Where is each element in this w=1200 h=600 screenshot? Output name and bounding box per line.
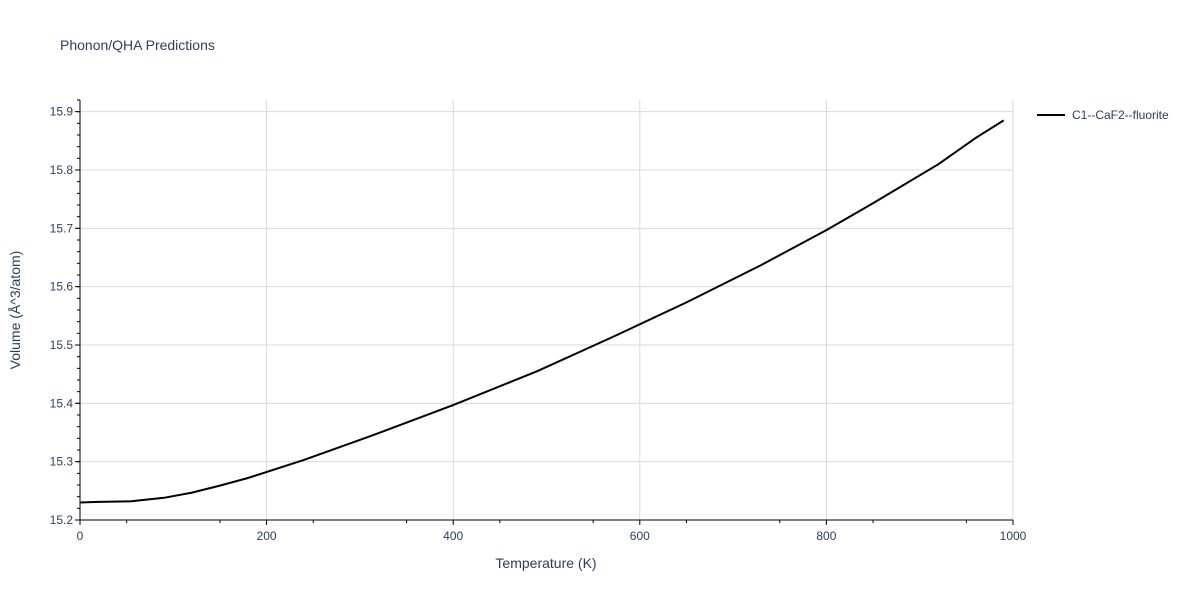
chart-title: Phonon/QHA Predictions [60, 37, 215, 53]
x-tick-label: 0 [77, 529, 84, 543]
y-tick-label: 15.7 [50, 221, 74, 235]
series-line [79, 119, 1005, 504]
y-tick-label: 15.5 [50, 338, 74, 352]
series-layer [79, 119, 1005, 504]
axes [79, 100, 1013, 521]
y-tick-label: 15.6 [50, 280, 74, 294]
y-axis-title: Volume (Å^3/atom) [7, 251, 23, 370]
x-axis-ticks: 0 200 400 600 800 1000 [77, 520, 1027, 543]
y-axis-ticks: 15.2 15.3 15.4 15.5 15.6 15.7 15.8 15.9 [50, 99, 80, 527]
x-tick-label: 1000 [1000, 529, 1027, 543]
x-axis-title: Temperature (K) [495, 555, 596, 571]
legend-label: C1--CaF2--fluorite [1072, 108, 1169, 122]
x-tick-label: 200 [257, 529, 277, 543]
legend[interactable]: C1--CaF2--fluorite [1037, 108, 1169, 122]
y-tick-label: 15.9 [50, 105, 74, 119]
y-tick-label: 15.8 [50, 163, 74, 177]
x-tick-label: 400 [443, 529, 463, 543]
x-tick-label: 800 [816, 529, 836, 543]
y-tick-label: 15.4 [50, 396, 74, 410]
grid [80, 100, 1014, 521]
y-tick-label: 15.2 [50, 513, 74, 527]
y-tick-label: 15.3 [50, 455, 74, 469]
x-tick-label: 600 [630, 529, 650, 543]
